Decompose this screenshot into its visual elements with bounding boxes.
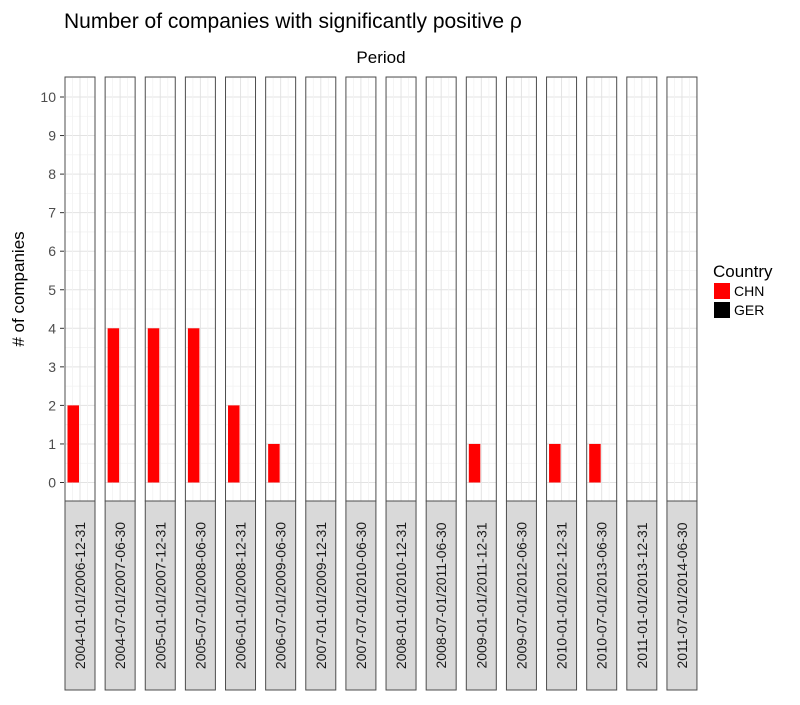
- y-tick-label: 9: [48, 128, 56, 144]
- facet-panel: 2009-01-01/2011-12-31: [465, 76, 497, 691]
- facet-strip-label: 2005-07-01/2008-06-30: [192, 522, 208, 669]
- y-tick-label: 0: [48, 475, 56, 491]
- facet-strip: [345, 500, 377, 691]
- facet-strip: [265, 500, 297, 691]
- facet-strip-label: 2010-01-01/2012-12-31: [554, 522, 570, 669]
- facet-panel: 2004-07-01/2007-06-30: [104, 76, 136, 691]
- facet-strip: [144, 500, 176, 691]
- facet-strip-label: 2008-07-01/2011-06-30: [433, 522, 449, 668]
- facet-panel: 2006-01-01/2008-12-31: [225, 76, 257, 691]
- facet-strip: [546, 500, 578, 691]
- bar-chn: [549, 443, 561, 483]
- y-tick-label: 10: [40, 89, 56, 105]
- facet-panel: 2008-01-01/2010-12-31: [385, 76, 417, 691]
- y-tick-label: 6: [48, 243, 56, 259]
- facet-panel: 2009-07-01/2012-06-30: [505, 76, 537, 691]
- facet-strip-label: 2005-01-01/2007-12-31: [152, 522, 168, 669]
- facet-strip: [586, 500, 618, 691]
- facet-strip-label: 2006-07-01/2009-06-30: [273, 522, 289, 669]
- legend: Country CHN GER: [713, 262, 773, 318]
- facet-panel: 2010-01-01/2012-12-31: [546, 76, 578, 691]
- facet-strip-label: 2007-01-01/2009-12-31: [313, 522, 329, 669]
- facet-panel: 2008-07-01/2011-06-30: [425, 76, 457, 691]
- facet-panel: 2006-07-01/2009-06-30: [265, 76, 297, 691]
- bar-chn: [268, 443, 280, 483]
- y-axis-ticks: 0 1 2 3 4 5 6 7 8 9 10: [40, 89, 64, 491]
- facet-strip-label: 2011-01-01/2013-12-31: [634, 522, 650, 668]
- facet-strip-label: 2004-01-01/2006-12-31: [72, 522, 88, 669]
- facet-strip-label: 2009-07-01/2012-06-30: [513, 522, 529, 669]
- facet-strip-label: 2011-07-01/2014-06-30: [674, 522, 690, 668]
- y-tick-label: 3: [48, 359, 56, 375]
- y-tick-label: 2: [48, 397, 56, 413]
- legend-title: Country: [713, 262, 773, 281]
- bar-chn: [468, 443, 481, 483]
- bar-chn: [67, 405, 79, 483]
- facet-strip: [184, 500, 216, 691]
- facet-strip: [385, 500, 417, 691]
- facet-strip-label: 2008-01-01/2010-12-31: [393, 522, 409, 669]
- chart-title: Number of companies with significantly p…: [64, 10, 522, 33]
- bar-chn: [228, 405, 240, 483]
- facet-panel: 2010-07-01/2013-06-30: [586, 76, 618, 691]
- facet-strip-label: 2009-01-01/2011-12-31: [473, 522, 489, 668]
- facet-strip-label: 2007-07-01/2010-06-30: [353, 522, 369, 669]
- facet-panel: 2011-07-01/2014-06-30: [666, 76, 698, 691]
- facet-panel: 2007-07-01/2010-06-30: [345, 76, 377, 691]
- bar-chn: [589, 443, 601, 483]
- legend-items: CHN GER: [714, 283, 764, 318]
- facet-strip: [505, 500, 537, 691]
- legend-key-ger: [714, 302, 730, 318]
- legend-key-chn: [714, 283, 730, 299]
- facet-strip: [305, 500, 337, 691]
- bar-chn: [187, 328, 200, 483]
- y-tick-label: 7: [48, 205, 56, 221]
- y-axis-label: # of companies: [9, 231, 28, 346]
- facet-strip-label: 2006-01-01/2008-12-31: [233, 522, 249, 669]
- facet-strip-label: 2004-07-01/2007-06-30: [112, 522, 128, 669]
- facet-strip: [626, 500, 658, 691]
- facet-label: Period: [356, 48, 405, 67]
- facet-strip: [225, 500, 257, 691]
- bar-chn: [107, 328, 120, 483]
- y-tick-label: 8: [48, 166, 56, 182]
- facet-panels: 2004-01-01/2006-12-31 2004-07-01/2007-06-…: [64, 76, 698, 691]
- y-tick-label: 1: [48, 436, 56, 452]
- facet-strip: [64, 500, 96, 691]
- facet-panel: 2007-01-01/2009-12-31: [305, 76, 337, 691]
- legend-label-chn: CHN: [734, 283, 764, 299]
- facet-strip: [104, 500, 136, 691]
- facet-panel: 2011-01-01/2013-12-31: [626, 76, 658, 691]
- facet-strip: [465, 500, 497, 691]
- facet-panel: 2005-07-01/2008-06-30: [184, 76, 216, 691]
- facet-strip: [666, 500, 698, 691]
- facet-strip: [425, 500, 457, 691]
- facet-strip-label: 2010-07-01/2013-06-30: [594, 522, 610, 669]
- y-tick-label: 4: [48, 320, 56, 336]
- y-tick-label: 5: [48, 282, 56, 298]
- bar-chn: [147, 328, 160, 483]
- facet-panel: 2005-01-01/2007-12-31: [144, 76, 176, 691]
- legend-label-ger: GER: [734, 302, 764, 318]
- facet-panel: 2004-01-01/2006-12-31: [64, 76, 96, 691]
